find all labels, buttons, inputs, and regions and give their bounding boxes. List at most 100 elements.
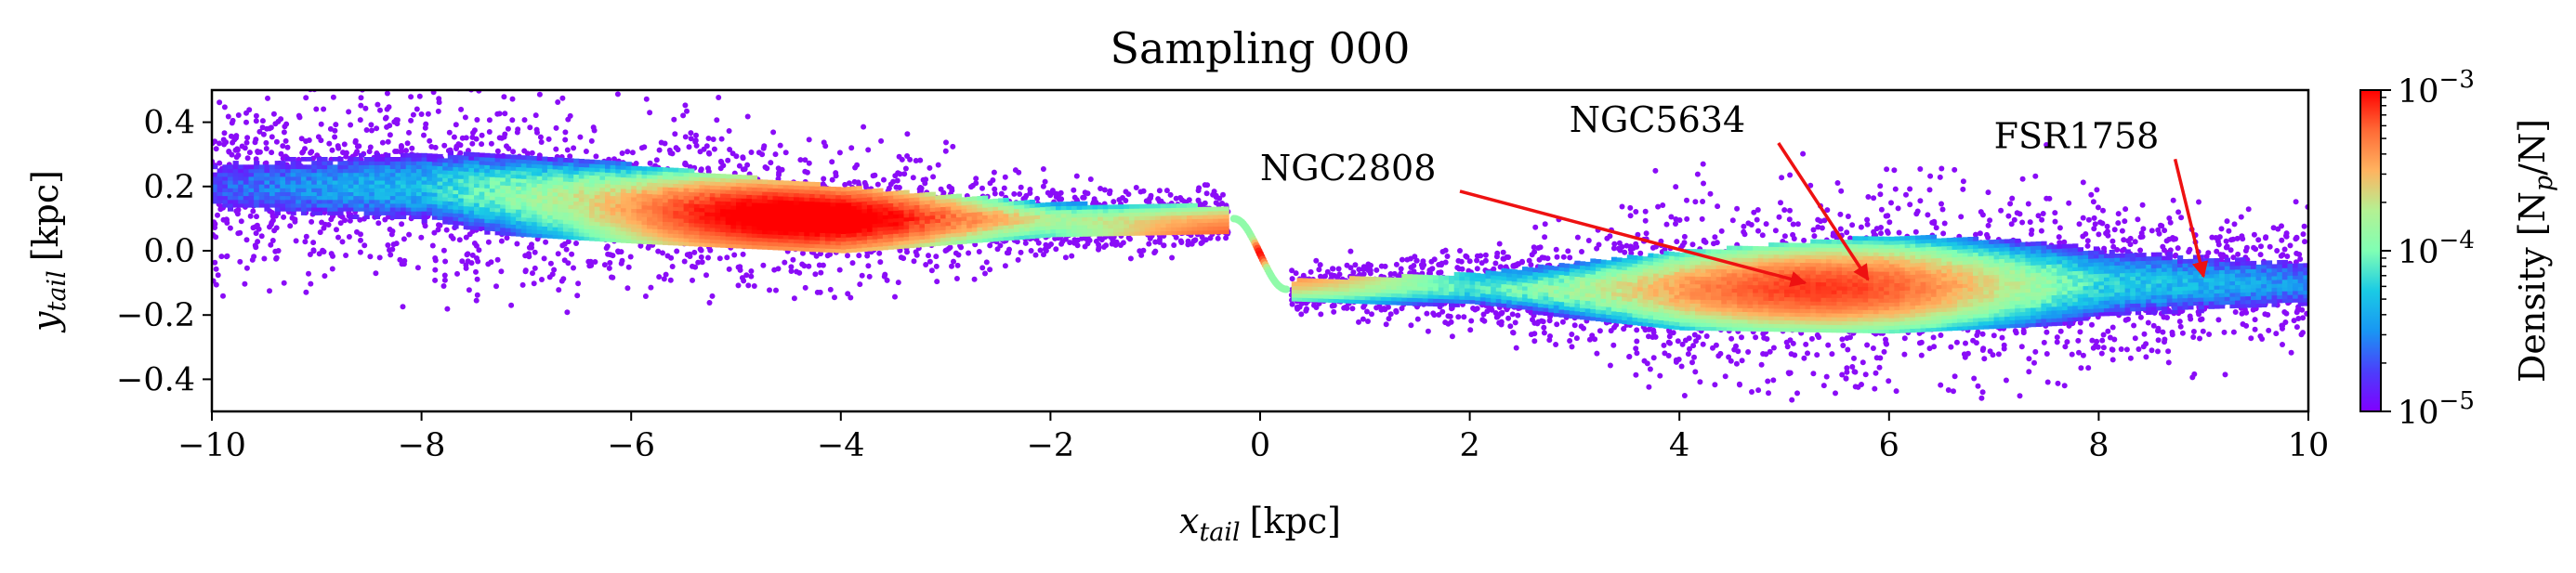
scatter-point (1393, 307, 1400, 314)
scatter-point (1642, 217, 1649, 224)
scatter-point (2089, 321, 2095, 328)
scatter-point (2026, 369, 2032, 375)
scatter-point (226, 149, 232, 154)
scatter-point (2105, 328, 2111, 334)
scatter-point (1837, 226, 1844, 232)
scatter-point (532, 265, 538, 271)
scatter-point (313, 106, 320, 112)
scatter-point (2046, 195, 2053, 202)
scatter-point (2300, 231, 2307, 238)
scatter-point (1963, 340, 1968, 346)
scatter-point (237, 70, 243, 75)
scatter-point (2280, 342, 2285, 347)
scatter-point (1529, 252, 1535, 258)
scatter-point (1707, 190, 1714, 197)
scatter-point (538, 139, 545, 145)
scatter-point (224, 216, 230, 223)
scatter-point (609, 274, 614, 280)
scatter-point (2162, 247, 2167, 254)
scatter-point (243, 237, 250, 243)
scatter-point (865, 263, 872, 269)
scatter-point (2080, 179, 2086, 186)
scatter-point (377, 107, 383, 113)
scatter-point (994, 246, 1001, 253)
scatter-point (897, 171, 903, 177)
scatter-point (246, 107, 253, 113)
scatter-point (2284, 254, 2291, 259)
scatter-point (1536, 256, 1543, 263)
scatter-point (1984, 231, 1990, 238)
scatter-point (267, 288, 272, 294)
scatter-point (1408, 322, 1414, 329)
scatter-point (221, 130, 228, 137)
scatter-point (740, 154, 746, 161)
scatter-point (1444, 254, 1451, 259)
scatter-point (1467, 327, 1474, 333)
scatter-point (530, 270, 535, 277)
scatter-point (1367, 270, 1373, 277)
scatter-point (848, 145, 855, 151)
scatter-point (1071, 187, 1077, 193)
scatter-point (441, 277, 448, 283)
scatter-point (933, 263, 940, 269)
scatter-point (486, 129, 493, 135)
scatter-point (682, 102, 689, 109)
scatter-point (239, 143, 245, 150)
scatter-point (2123, 206, 2129, 213)
scatter-point (1870, 345, 1876, 351)
scatter-point (1537, 244, 1544, 251)
scatter-point (1878, 206, 1885, 213)
scatter-point (656, 274, 663, 280)
scatter-point (1199, 239, 1205, 245)
scatter-point (474, 292, 480, 298)
scatter-point (2179, 330, 2186, 336)
scatter-point (760, 262, 767, 268)
scatter-point (432, 144, 439, 150)
scatter-point (1335, 266, 1342, 272)
scatter-point (768, 160, 774, 166)
scatter-point (1945, 387, 1952, 393)
scatter-point (2100, 332, 2107, 338)
scatter-point (727, 147, 733, 152)
scatter-point (764, 165, 770, 172)
scatter-point (292, 216, 298, 223)
scatter-point (806, 137, 812, 143)
scatter-point (1930, 334, 1937, 341)
scatter-point (1492, 260, 1499, 267)
scatter-point (1173, 195, 1179, 202)
scatter-point (1028, 248, 1034, 254)
scatter-point (1133, 185, 1139, 190)
scatter-point (1210, 191, 1216, 198)
scatter-point (1811, 233, 1818, 240)
scatter-point (282, 124, 288, 130)
scatter-point (247, 213, 254, 219)
scatter-point (1101, 187, 1108, 193)
scatter-point (1767, 348, 1773, 355)
scatter-point (2077, 329, 2083, 335)
scatter-point (1002, 263, 1008, 269)
scatter-point (1981, 356, 1988, 362)
scatter-point (698, 254, 704, 260)
scatter-point (1472, 306, 1479, 313)
scatter-point (474, 255, 480, 261)
scatter-point (259, 124, 266, 131)
scatter-point (1647, 366, 1653, 372)
scatter-point (1685, 351, 1691, 358)
scatter-point (2224, 218, 2230, 225)
scatter-point (943, 139, 949, 146)
scatter-point (494, 111, 501, 117)
scatter-point (1814, 332, 1820, 338)
scatter-point (706, 300, 713, 306)
scatter-point (767, 287, 772, 293)
scatter-point (2293, 235, 2300, 241)
scatter-point (971, 276, 978, 282)
scatter-point (680, 112, 687, 119)
scatter-point (740, 251, 746, 257)
scatter-point (1917, 198, 1924, 204)
scatter-point (799, 261, 806, 267)
scatter-point (829, 159, 835, 165)
scatter-point (1713, 342, 1719, 348)
scatter-point (856, 253, 862, 259)
scatter-point (566, 79, 572, 85)
scatter-point (1939, 206, 1946, 213)
